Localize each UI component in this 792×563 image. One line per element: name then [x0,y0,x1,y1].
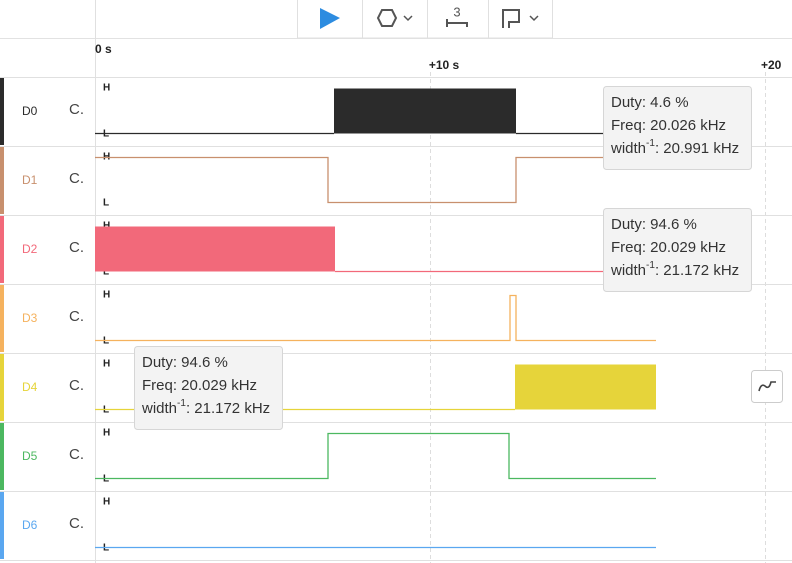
toolbar-group [297,0,553,39]
channel-label: C. [69,101,84,118]
tooltip-width: width-1: 20.991 kHz [610,138,739,157]
tooltip-width: width [141,400,177,417]
tooltip-exp: -1 [177,398,186,409]
trigger-icon [376,9,398,27]
tooltip-width: width [610,140,646,157]
tooltip-duty: Duty: 4.6 % [611,94,689,111]
channel-label: C. [69,308,84,325]
tooltip: Duty: 4.6 % Freq: 20.026 kHz width-1: 20.9… [603,86,752,170]
channel-name: D6 [22,518,38,532]
channel-color-bar [0,423,4,490]
channel-name: D2 [22,242,38,256]
high-label: H [103,290,110,301]
channel-color-bar [0,216,4,283]
tooltip-duty: Duty: 94.6 % [142,354,228,371]
tooltip-exp: -1 [646,138,655,149]
tooltip-exp: -1 [646,260,655,271]
low-label: L [103,267,109,278]
time-label: +20 [761,58,782,72]
signal-line [95,432,656,480]
chevron [403,15,413,22]
tooltip-value: : 20.991 kHz [655,140,739,157]
channel-name: D3 [22,311,38,325]
channel-name: D4 [22,380,38,394]
tooltip-duty: Duty: 94.6 % [611,216,697,233]
channel-label: C. [69,377,84,394]
high-label: H [103,83,110,94]
channel-color-bar [0,354,4,421]
channel-label: C. [69,446,84,463]
edge-button[interactable] [751,370,783,403]
layout-icon [502,9,520,28]
tooltip-box [603,208,752,292]
tooltip-box [603,86,752,170]
time-label: 0 s [95,42,112,56]
tooltip-width: width-1: 21.172 kHz [141,398,270,417]
time-label: +10 s [429,58,460,72]
signal-block [334,88,516,134]
signal-block [95,226,335,272]
low-label: L [103,198,109,209]
tooltip-freq: Freq: 20.026 kHz [611,117,726,134]
channel-name: D1 [22,173,38,187]
channel-color-bar [0,492,4,559]
signal-block [515,364,656,410]
chevron [529,15,539,22]
tooltip-box [134,346,283,430]
channel-name: D0 [22,104,38,118]
tooltip-value: : 21.172 kHz [186,400,270,417]
channel-color-bar [0,285,4,352]
tooltip-width: width [610,262,646,279]
tooltip: Duty: 94.6 % Freq: 20.029 kHz width-1: 21.… [134,346,283,430]
count-icon [446,19,468,27]
count-button[interactable]: 3 [446,4,468,27]
channel-label: C. [69,170,84,187]
channel-name: D5 [22,449,38,463]
high-label: H [103,221,110,232]
count: 3 [453,4,460,19]
channel-label: C. [69,239,84,256]
tooltip-freq: Freq: 20.029 kHz [611,239,726,256]
tooltip-freq: Freq: 20.029 kHz [142,377,257,394]
high-label: H [103,359,110,370]
channel-color-bar [0,147,4,214]
channel-color-bar [0,78,4,145]
tooltip-value: : 21.172 kHz [655,262,739,279]
run-button[interactable] [320,8,340,29]
signal-line [95,294,656,342]
high-label: H [103,428,110,439]
trigger-button[interactable] [376,9,413,27]
layout-button[interactable] [502,9,539,28]
high-label: H [103,497,110,508]
edge-icon [758,381,776,392]
channel-label: C. [69,515,84,532]
signal-line [95,156,656,204]
tooltip: Duty: 94.6 % Freq: 20.029 kHz width-1: 21.… [603,208,752,292]
tooltip-width: width-1: 21.172 kHz [610,260,739,279]
